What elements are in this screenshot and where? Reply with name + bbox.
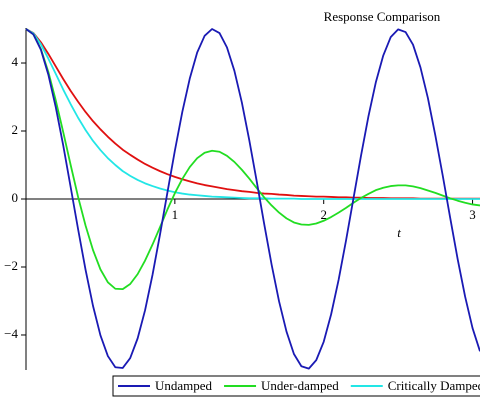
x-tick-label: 2: [320, 207, 327, 222]
legend-box: [112, 375, 480, 397]
y-tick-label: 4: [12, 54, 19, 69]
y-tick-label: 0: [12, 190, 19, 205]
series-line: [25, 28, 480, 200]
legend-label: Undamped: [155, 378, 213, 393]
legend-label: Critically Damped: [388, 378, 480, 393]
chart-title: Response Comparison: [324, 9, 441, 24]
x-axis-label: t: [397, 225, 401, 240]
series-line: [25, 28, 480, 290]
y-tick-label: 2: [12, 122, 19, 137]
legend-label: Under-damped: [261, 378, 339, 393]
x-tick-label: 1: [172, 207, 179, 222]
y-tick-label: −2: [4, 258, 18, 273]
series-line: [25, 28, 480, 370]
x-tick-label: 3: [469, 207, 476, 222]
legend: Undamped Under-damped Critically Damped: [112, 375, 480, 397]
y-tick-label: −4: [4, 326, 18, 341]
series-line: [25, 28, 480, 200]
